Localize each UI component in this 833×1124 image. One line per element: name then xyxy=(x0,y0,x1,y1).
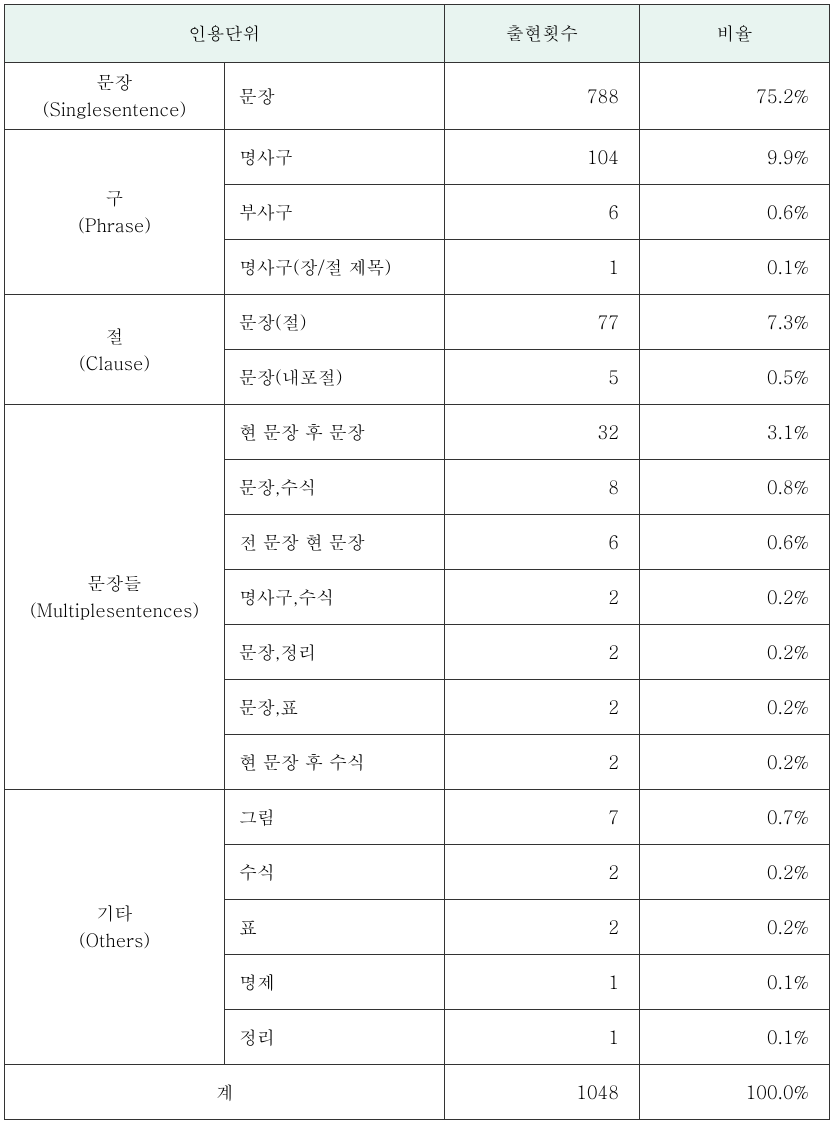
category-cell: 문장(Singlesentence) xyxy=(5,63,225,130)
count-cell: 7 xyxy=(445,790,640,845)
subcategory-cell: 부사구 xyxy=(225,185,445,240)
count-cell: 2 xyxy=(445,625,640,680)
subcategory-cell: 정리 xyxy=(225,1010,445,1065)
ratio-cell: 7.3% xyxy=(640,295,830,350)
table-row: 구(Phrase)명사구1049.9% xyxy=(5,130,830,185)
header-count: 출현횟수 xyxy=(445,5,640,63)
category-cell: 기타(Others) xyxy=(5,790,225,1065)
total-ratio-cell: 100.0% xyxy=(640,1065,830,1120)
ratio-cell: 0.2% xyxy=(640,680,830,735)
header-category: 인용단위 xyxy=(5,5,445,63)
header-ratio: 비율 xyxy=(640,5,830,63)
count-cell: 2 xyxy=(445,845,640,900)
ratio-cell: 0.8% xyxy=(640,460,830,515)
count-cell: 32 xyxy=(445,405,640,460)
total-row: 계1048100.0% xyxy=(5,1065,830,1120)
subcategory-cell: 문장(내포절) xyxy=(225,350,445,405)
category-label-line2: (Multiplesentences) xyxy=(30,598,199,623)
subcategory-cell: 문장,정리 xyxy=(225,625,445,680)
ratio-cell: 0.1% xyxy=(640,1010,830,1065)
ratio-cell: 0.2% xyxy=(640,735,830,790)
subcategory-cell: 표 xyxy=(225,900,445,955)
subcategory-cell: 명사구 xyxy=(225,130,445,185)
ratio-cell: 75.2% xyxy=(640,63,830,130)
subcategory-cell: 문장(절) xyxy=(225,295,445,350)
ratio-cell: 3.1% xyxy=(640,405,830,460)
count-cell: 788 xyxy=(445,63,640,130)
count-cell: 1 xyxy=(445,240,640,295)
subcategory-cell: 현 문장 후 수식 xyxy=(225,735,445,790)
ratio-cell: 0.2% xyxy=(640,625,830,680)
category-cell: 문장들(Multiplesentences) xyxy=(5,405,225,790)
category-label-line1: 구 xyxy=(106,186,124,211)
ratio-cell: 0.1% xyxy=(640,240,830,295)
count-cell: 1 xyxy=(445,955,640,1010)
table-row: 문장(Singlesentence)문장78875.2% xyxy=(5,63,830,130)
subcategory-cell: 문장,표 xyxy=(225,680,445,735)
category-label-line2: (Phrase) xyxy=(78,213,151,238)
total-label-cell: 계 xyxy=(5,1065,445,1120)
count-cell: 8 xyxy=(445,460,640,515)
table-row: 절(Clause)문장(절)777.3% xyxy=(5,295,830,350)
subcategory-cell: 전 문장 현 문장 xyxy=(225,515,445,570)
category-cell: 구(Phrase) xyxy=(5,130,225,295)
count-cell: 104 xyxy=(445,130,640,185)
total-count-cell: 1048 xyxy=(445,1065,640,1120)
ratio-cell: 0.2% xyxy=(640,845,830,900)
table-row: 문장들(Multiplesentences)현 문장 후 문장323.1% xyxy=(5,405,830,460)
count-cell: 5 xyxy=(445,350,640,405)
subcategory-cell: 그림 xyxy=(225,790,445,845)
ratio-cell: 9.9% xyxy=(640,130,830,185)
count-cell: 2 xyxy=(445,680,640,735)
category-label-line2: (Singlesentence) xyxy=(43,97,187,122)
category-label-line2: (Clause) xyxy=(79,351,150,376)
ratio-cell: 0.7% xyxy=(640,790,830,845)
category-label-line1: 기타 xyxy=(97,901,133,926)
citation-unit-table: 인용단위 출현횟수 비율 문장(Singlesentence)문장78875.2… xyxy=(4,4,830,1120)
ratio-cell: 0.2% xyxy=(640,570,830,625)
subcategory-cell: 수식 xyxy=(225,845,445,900)
subcategory-cell: 문장,수식 xyxy=(225,460,445,515)
count-cell: 6 xyxy=(445,185,640,240)
subcategory-cell: 명사구(장/절 제목) xyxy=(225,240,445,295)
ratio-cell: 0.5% xyxy=(640,350,830,405)
ratio-cell: 0.6% xyxy=(640,515,830,570)
ratio-cell: 0.2% xyxy=(640,900,830,955)
count-cell: 6 xyxy=(445,515,640,570)
subcategory-cell: 명제 xyxy=(225,955,445,1010)
subcategory-cell: 명사구,수식 xyxy=(225,570,445,625)
ratio-cell: 0.6% xyxy=(640,185,830,240)
category-label-line1: 절 xyxy=(106,324,124,349)
ratio-cell: 0.1% xyxy=(640,955,830,1010)
subcategory-cell: 현 문장 후 문장 xyxy=(225,405,445,460)
category-cell: 절(Clause) xyxy=(5,295,225,405)
table-row: 기타(Others)그림70.7% xyxy=(5,790,830,845)
table-header-row: 인용단위 출현횟수 비율 xyxy=(5,5,830,63)
count-cell: 77 xyxy=(445,295,640,350)
category-label-line2: (Others) xyxy=(79,928,150,953)
subcategory-cell: 문장 xyxy=(225,63,445,130)
count-cell: 2 xyxy=(445,570,640,625)
count-cell: 2 xyxy=(445,735,640,790)
category-label-line1: 문장들 xyxy=(88,571,142,596)
category-label-line1: 문장 xyxy=(97,70,133,95)
count-cell: 2 xyxy=(445,900,640,955)
count-cell: 1 xyxy=(445,1010,640,1065)
